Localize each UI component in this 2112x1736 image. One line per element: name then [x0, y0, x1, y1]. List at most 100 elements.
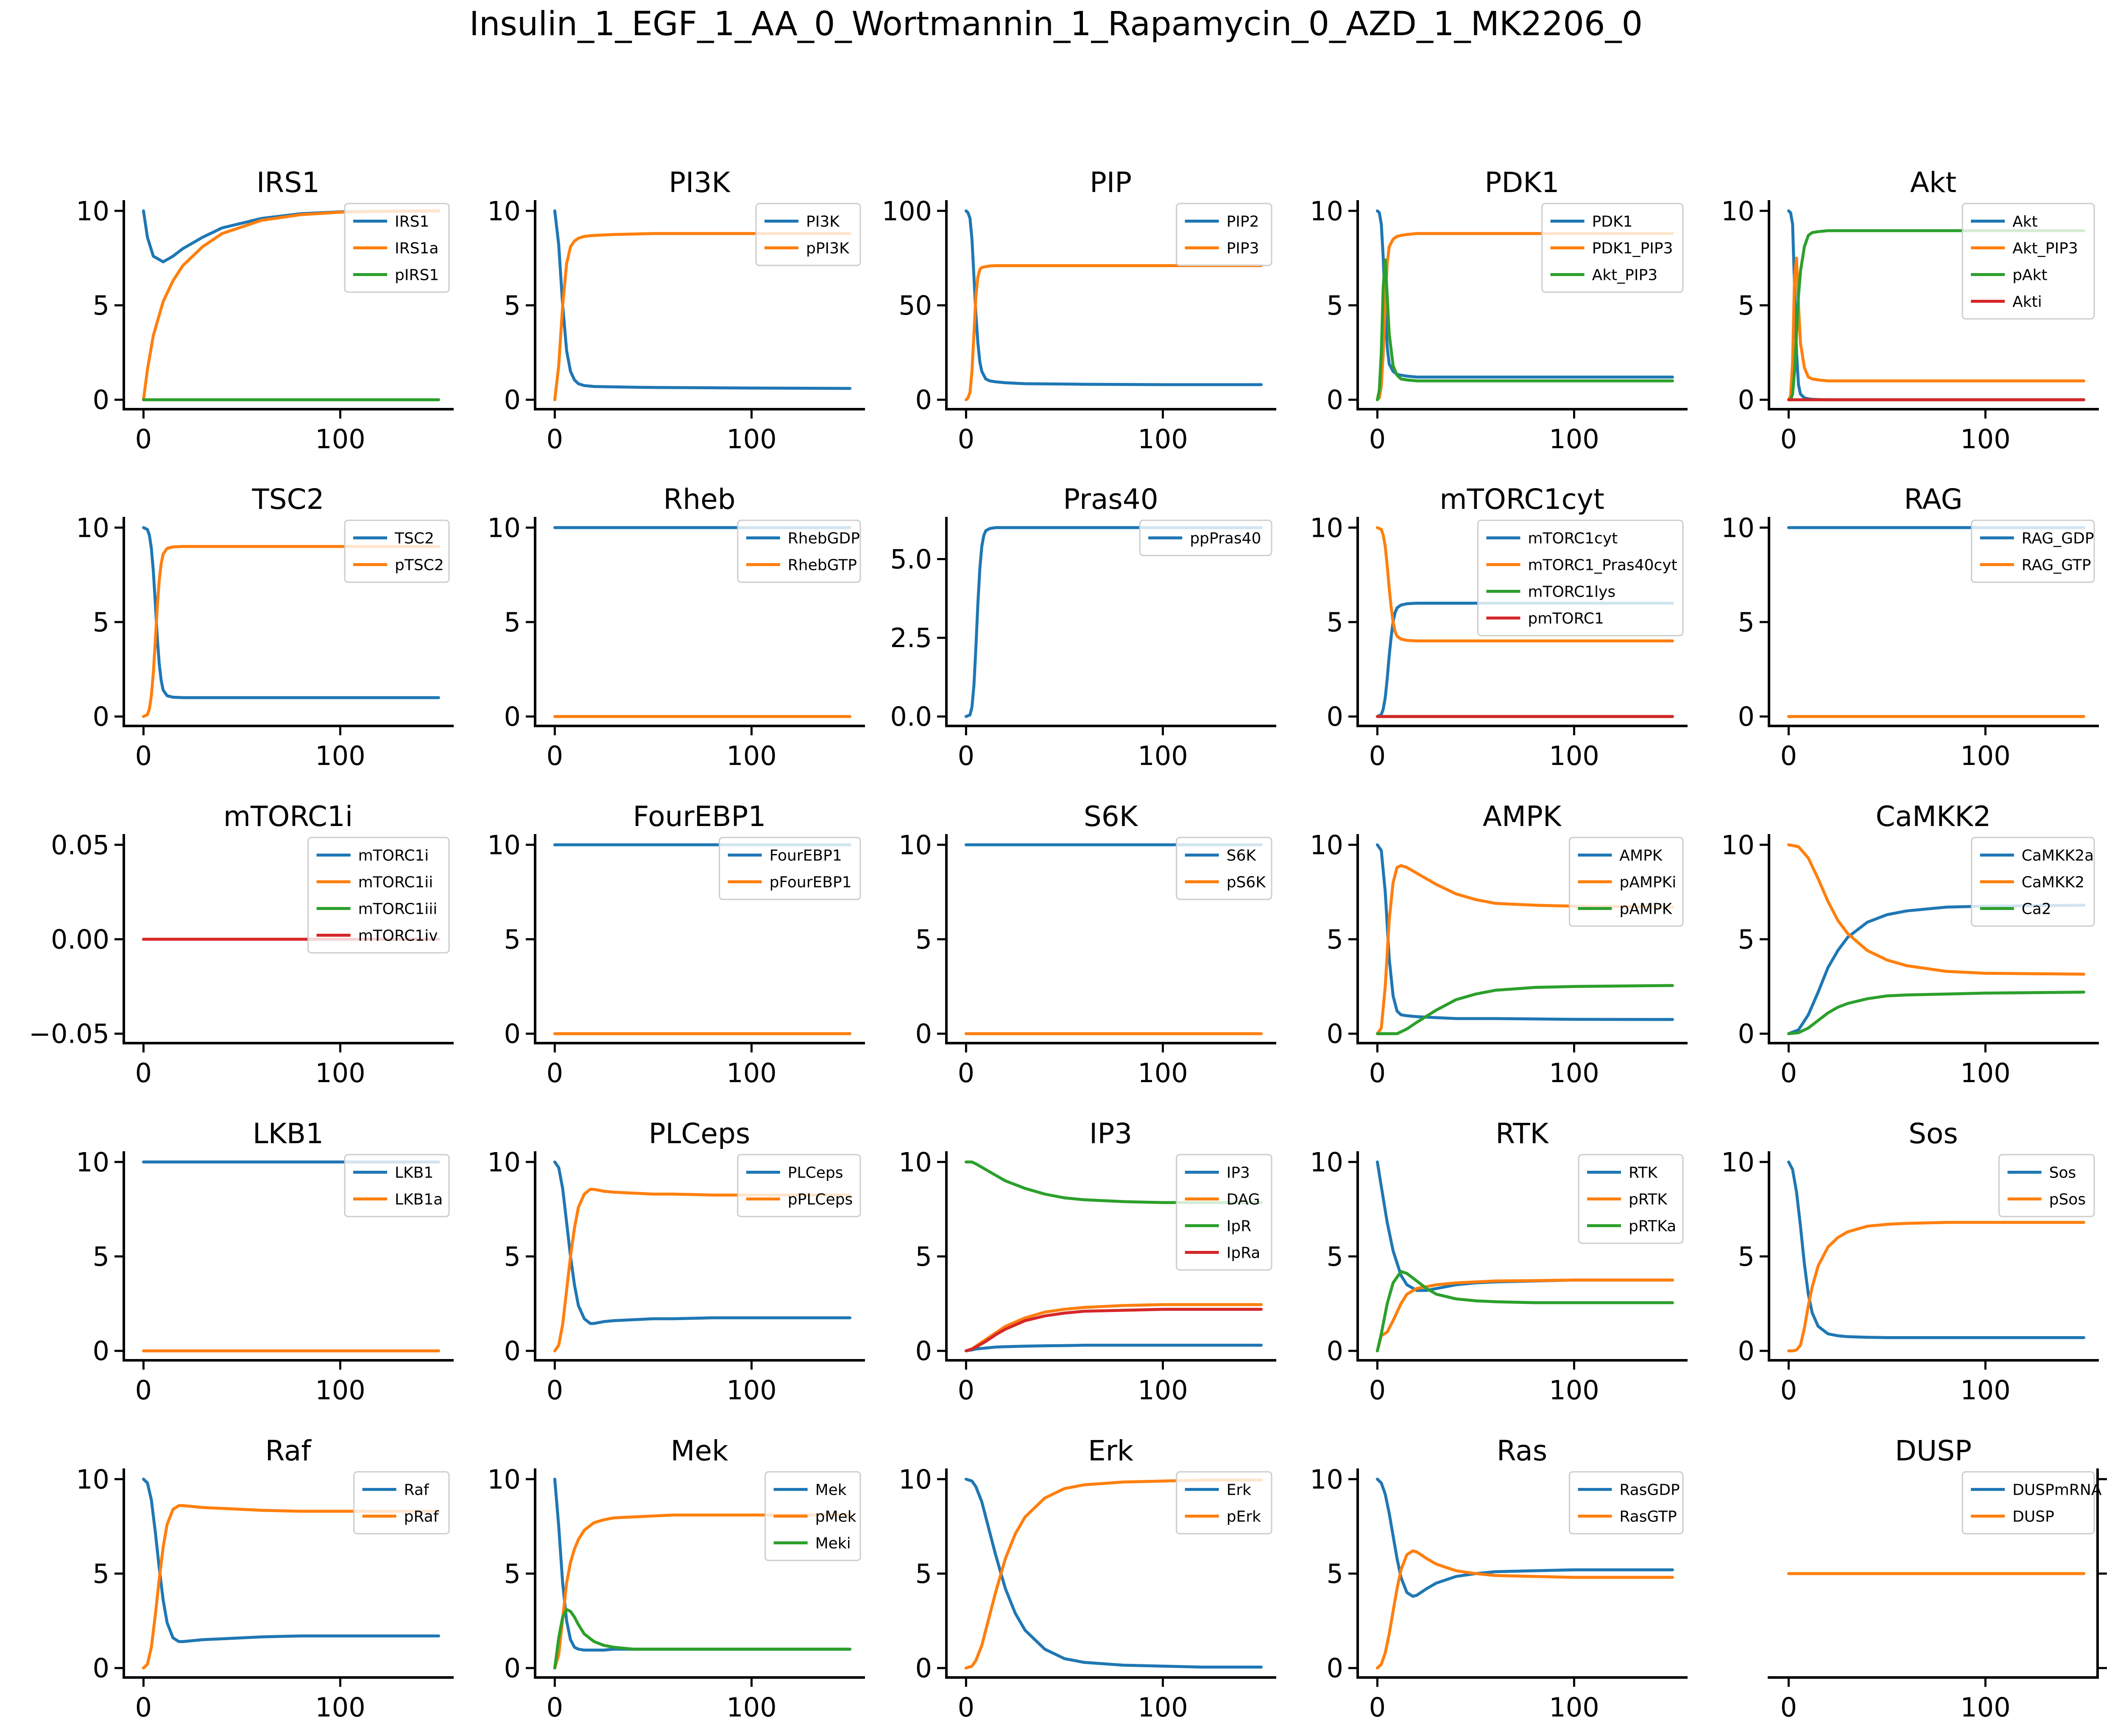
y-tick-label: 10 — [76, 195, 109, 226]
y-tick-label: 5 — [1738, 924, 1755, 955]
legend-entry: CaMKK2a — [2022, 847, 2094, 865]
legend-frame — [1541, 203, 1684, 293]
y-tick-label: 5 — [915, 1558, 932, 1589]
subplot-tsc2: TSC2 0 100 0 5 10 TSC2 pTSC2 — [76, 483, 454, 771]
series-line-pip2 — [964, 209, 1263, 386]
x-tick-label: 0 — [1780, 1375, 1797, 1406]
x-tick-label: 100 — [726, 740, 776, 771]
legend-entry: PDK1 — [1592, 213, 1633, 231]
x-tick-label: 0 — [1780, 424, 1797, 455]
legend-entry: Ca2 — [2022, 901, 2051, 918]
legend-entry: IpR — [1227, 1218, 1251, 1235]
legend-frame — [1578, 1154, 1684, 1244]
subplot-title: Erk — [1088, 1435, 1134, 1467]
y-tick-label: 10 — [1721, 829, 1755, 860]
y-tick-label: 5 — [93, 290, 109, 321]
legend: LKB1 LKB1a — [344, 1154, 450, 1217]
subplot-ip3: IP3 0 100 0 5 10 IP3 DAG IpR IpRa — [898, 1117, 1276, 1406]
legend: Akt Akt_PIP3 pAkt Akti — [1961, 203, 2095, 320]
legend: PDK1 PDK1_PIP3 Akt_PIP3 — [1541, 203, 1684, 293]
legend-entry: pErk — [1227, 1508, 1261, 1526]
series-line-camkk2 — [1787, 843, 2085, 976]
legend: S6K pS6K — [1176, 837, 1272, 900]
legend-entry: IRS1a — [395, 240, 438, 257]
y-tick-label: 0.0 — [890, 701, 932, 732]
x-tick-label: 0 — [547, 424, 563, 455]
legend-entry: Akt_PIP3 — [2012, 240, 2078, 257]
y-tick-label: 100 — [882, 195, 932, 226]
series-line-erk — [964, 1477, 1263, 1669]
subplot-title: TSC2 — [251, 483, 324, 516]
x-tick-label: 0 — [135, 740, 152, 771]
y-tick-label: 10 — [76, 1147, 109, 1178]
legend-frame — [1176, 203, 1272, 266]
x-tick-label: 100 — [1138, 1375, 1188, 1406]
legend-entry: FourEBP1 — [770, 847, 842, 865]
subplot-raf: Raf 0 100 0 5 10 Raf pRaf — [76, 1435, 454, 1723]
series-line-rasgtp — [1375, 1549, 1674, 1670]
legend-frame — [1998, 1154, 2095, 1217]
x-tick-label: 0 — [1369, 1692, 1386, 1723]
subplot-rag: RAG 0 100 0 5 10 RAG_GDP RAG_GTP — [1721, 483, 2099, 771]
legend: PLCeps pPLCeps — [737, 1154, 861, 1217]
y-tick-label: 0 — [1738, 385, 1755, 416]
x-tick-label: 0 — [135, 1375, 152, 1406]
x-tick-label: 100 — [1138, 1692, 1188, 1723]
x-tick-label: 0 — [1780, 1692, 1797, 1723]
x-tick-label: 100 — [1138, 1058, 1188, 1088]
legend-entry: pFourEBP1 — [770, 874, 852, 891]
legend-entry: DUSP — [2012, 1508, 2054, 1526]
legend-entry: TSC2 — [394, 530, 434, 547]
subplot-plceps: PLCeps 0 100 0 5 10 PLCeps pPLCeps — [487, 1117, 865, 1406]
y-tick-label: 10 — [1721, 1147, 1755, 1178]
legend-entry: RhebGTP — [788, 557, 857, 574]
subplot-pi3k: PI3K 0 100 0 5 10 PI3K pPI3K — [487, 166, 865, 455]
series-line-prtka — [1375, 1270, 1674, 1353]
subplot-title: Akt — [1910, 166, 1956, 199]
y-tick-label: 0 — [93, 385, 109, 416]
y-tick-label: 5 — [1327, 607, 1343, 638]
legend-entry: pMek — [815, 1508, 857, 1526]
series-line-meki — [553, 1608, 851, 1670]
y-tick-label: 10 — [1310, 1147, 1343, 1178]
subplot-sos: Sos 0 100 0 5 10 Sos pSos — [1721, 1117, 2099, 1406]
y-tick-label: 5 — [93, 607, 109, 638]
y-tick-label: 10 — [898, 1147, 932, 1178]
x-tick-label: 100 — [726, 1058, 776, 1088]
y-tick-label: 5 — [1327, 1241, 1343, 1272]
legend: DUSPmRNA DUSP — [1961, 1471, 2102, 1535]
series-line-ca2 — [1787, 991, 2085, 1035]
x-tick-label: 100 — [1549, 424, 1599, 455]
subplot-title: mTORC1cyt — [1440, 483, 1604, 516]
legend-frame — [353, 1471, 450, 1535]
legend-entry: PIP3 — [1227, 240, 1259, 257]
x-tick-label: 0 — [1369, 1375, 1386, 1406]
legend-entry: AMPK — [1619, 847, 1663, 865]
legend-entry: mTORC1_Pras40cyt — [1528, 557, 1677, 574]
legend-entry: Raf — [404, 1482, 430, 1499]
legend-entry: pTSC2 — [395, 557, 444, 574]
y-tick-label: 10 — [1310, 1464, 1343, 1495]
y-tick-label: 0 — [915, 1653, 932, 1684]
x-tick-label: 100 — [1960, 740, 2010, 771]
subplot-title: Sos — [1908, 1117, 1958, 1150]
y-tick-label: 5 — [1327, 924, 1343, 955]
legend-entry: pAMPK — [1619, 901, 1672, 918]
y-tick-label: 5 — [504, 1241, 521, 1272]
subplot-pdk1: PDK1 0 100 0 5 10 PDK1 PDK1_PIP3 Akt_PIP3 — [1310, 166, 1688, 455]
legend-frame — [1176, 1471, 1272, 1535]
subplot-erk: Erk 0 100 0 5 10 Erk pErk — [898, 1435, 1276, 1723]
legend-frame — [764, 1471, 861, 1561]
series-line-akt-pip3 — [1375, 258, 1674, 402]
x-tick-label: 100 — [1549, 740, 1599, 771]
x-tick-label: 0 — [1369, 740, 1386, 771]
legend-entry: mTORC1iii — [358, 901, 438, 918]
series-line-pampki — [1375, 864, 1674, 1035]
subplot-title: IRS1 — [257, 166, 320, 199]
x-tick-label: 100 — [726, 1375, 776, 1406]
series-line-akt-pip3 — [1787, 257, 2085, 402]
y-tick-label: 5 — [915, 924, 932, 955]
y-tick-label: 5.0 — [890, 544, 932, 575]
subplot-title: Mek — [671, 1435, 729, 1467]
legend-entry: PLCeps — [788, 1164, 843, 1182]
